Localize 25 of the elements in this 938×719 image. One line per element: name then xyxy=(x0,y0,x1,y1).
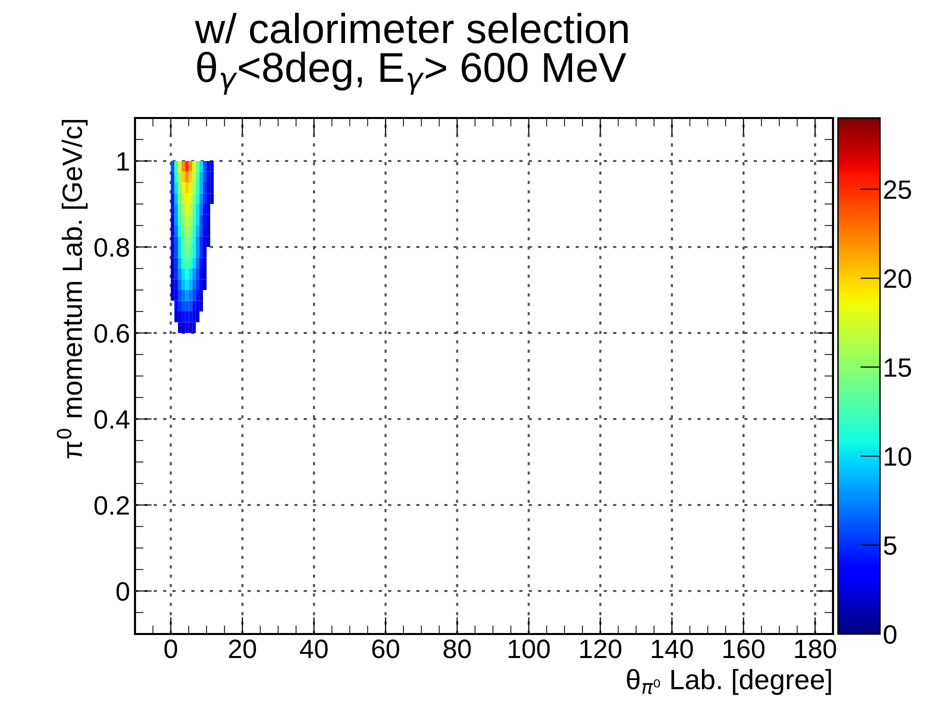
color-bar-label: 20 xyxy=(884,269,912,288)
y-tick-label: 0.2 xyxy=(94,496,129,515)
y-tick-label: 0.6 xyxy=(94,324,129,343)
y-tick-label: 1 xyxy=(117,152,129,171)
y-tick-label: 0.8 xyxy=(94,238,129,257)
y-tick-label: 0 xyxy=(116,582,130,601)
color-bar-label: 10 xyxy=(884,447,912,466)
chart-title: w/ calorimeter selection θ$_{γ}$<8deg, E$_{γ}$> 600 MeV xyxy=(194,12,628,95)
x-tick-label: 0 xyxy=(164,640,178,658)
y-axis-title: π$^{0}$ momentum Lab. [GeV/c] xyxy=(56,120,88,458)
x-tick-label: 40 xyxy=(300,640,328,658)
color-bar-label: 15 xyxy=(884,358,912,377)
x-tick-label: 140 xyxy=(652,640,693,658)
x-tick-label: 60 xyxy=(372,640,400,658)
x-tick-label: 80 xyxy=(444,640,471,658)
x-tick-label: 180 xyxy=(795,640,836,658)
x-tick-label: 100 xyxy=(508,640,550,658)
x-tick-label: 20 xyxy=(229,640,256,658)
x-tick-label: 120 xyxy=(580,640,622,658)
x-axis-title: θ$_{π⁰}$ Lab. [degree] xyxy=(626,669,831,695)
x-tick-label: 160 xyxy=(724,640,764,658)
color-bar-label: 0 xyxy=(884,625,896,644)
color-bar-label: 5 xyxy=(884,536,896,555)
color-bar-label: 25 xyxy=(884,180,912,199)
y-tick-label: 0.4 xyxy=(94,410,130,429)
